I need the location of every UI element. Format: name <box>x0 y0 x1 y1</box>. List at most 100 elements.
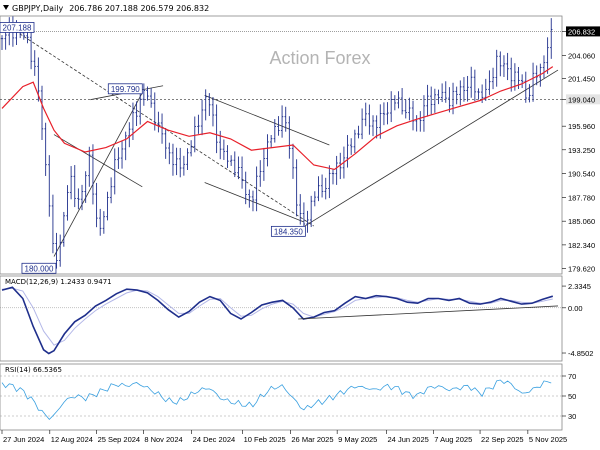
macd-pane: 2.3345 0.00 -4.8502 <box>0 275 593 362</box>
x-tick-label: 12 Aug 2024 <box>51 435 93 444</box>
candle <box>506 52 509 81</box>
macd-signal-line <box>1 287 553 346</box>
rsi-line <box>1 379 552 420</box>
candle <box>477 88 480 100</box>
candle <box>462 77 466 102</box>
candle <box>499 51 502 77</box>
price-pane: Action Forex 207.188 199.790 184.350 180.00… <box>0 15 600 275</box>
price-annotation: 180.000 <box>21 262 57 274</box>
candle <box>262 147 266 181</box>
candle <box>120 140 124 169</box>
trendline <box>204 182 304 223</box>
y-tick-label: 201.450 <box>568 74 595 83</box>
candle <box>444 81 447 103</box>
candle <box>255 166 258 212</box>
candle <box>408 97 411 121</box>
candle <box>128 122 131 148</box>
candle <box>48 155 51 217</box>
x-tick-label: 10 Feb 2025 <box>244 435 286 444</box>
candle <box>320 174 324 198</box>
candle <box>197 114 200 134</box>
candle <box>339 152 342 180</box>
candle <box>55 232 58 269</box>
candle <box>328 165 331 199</box>
candle <box>266 134 269 167</box>
candle <box>466 75 469 102</box>
y-tick-label: 70 <box>568 372 576 381</box>
candle <box>200 99 204 136</box>
candle <box>459 80 462 106</box>
macd-y-axis: 2.3345 0.00 -4.8502 <box>562 282 593 358</box>
candle <box>277 116 280 136</box>
candle <box>426 84 429 117</box>
candle <box>269 135 273 148</box>
candle <box>400 88 404 115</box>
candle <box>73 165 76 208</box>
candle <box>251 190 255 212</box>
candle <box>84 171 87 203</box>
candle <box>440 83 444 103</box>
candle <box>382 102 386 126</box>
x-tick-label: 24 Dec 2024 <box>193 435 236 444</box>
price-tag-bg <box>566 26 600 37</box>
candle <box>411 100 415 131</box>
price-annotation: 199.790 <box>107 83 143 95</box>
candle <box>164 127 167 159</box>
y-tick-label: 204.060 <box>568 52 595 61</box>
candle <box>0 35 4 50</box>
candle <box>542 55 546 79</box>
candle <box>160 113 164 144</box>
y-tick-label: 185.060 <box>568 217 595 226</box>
candle <box>317 176 320 202</box>
candle <box>291 143 295 179</box>
candle <box>33 50 36 76</box>
candle <box>510 57 513 92</box>
rsi-pane-frame <box>0 363 563 431</box>
symbol-label: GBPJPY,Daily <box>12 3 64 13</box>
candle <box>299 194 302 225</box>
candle <box>77 188 80 210</box>
candle <box>273 119 277 143</box>
candle <box>531 62 535 102</box>
candle <box>146 86 149 101</box>
candle <box>135 101 138 127</box>
candle <box>324 177 327 200</box>
candle <box>113 148 116 195</box>
candle <box>91 144 95 205</box>
candle <box>102 211 106 234</box>
candle <box>204 89 207 121</box>
candle <box>288 116 291 159</box>
candle <box>404 99 407 119</box>
candle <box>353 129 357 154</box>
candle <box>80 184 84 211</box>
x-tick-label: 27 Jun 2024 <box>3 435 44 444</box>
candle <box>182 155 186 176</box>
price-y-axis: 206.832 204.060 201.450 199.040 195.960 193.2… <box>562 26 600 274</box>
y-tick-label: -4.8502 <box>568 349 593 358</box>
candle <box>95 182 98 228</box>
rsi-label: RSI(14) 66.5365 <box>5 366 62 374</box>
candle <box>168 142 171 165</box>
candle <box>430 86 433 115</box>
candle <box>280 105 284 138</box>
candle <box>186 148 189 171</box>
macd-trendline <box>298 305 559 320</box>
y-tick-label: 0.00 <box>568 304 583 313</box>
candle <box>62 211 66 247</box>
trendline <box>53 134 143 188</box>
y-tick-label: 2.3345 <box>568 282 591 291</box>
candle <box>390 91 393 123</box>
candle <box>364 102 367 127</box>
x-tick-label: 25 Sep 2024 <box>98 435 141 444</box>
candle <box>335 155 338 185</box>
candle <box>88 146 91 187</box>
candle <box>309 195 313 228</box>
candle <box>491 67 495 90</box>
candle <box>69 166 73 200</box>
dropdown-triangle-icon[interactable] <box>3 5 9 10</box>
candle <box>211 97 215 127</box>
y-tick-label: 179.620 <box>568 265 595 274</box>
price-annotation-text: 207.188 <box>3 23 32 32</box>
candle <box>244 171 247 205</box>
